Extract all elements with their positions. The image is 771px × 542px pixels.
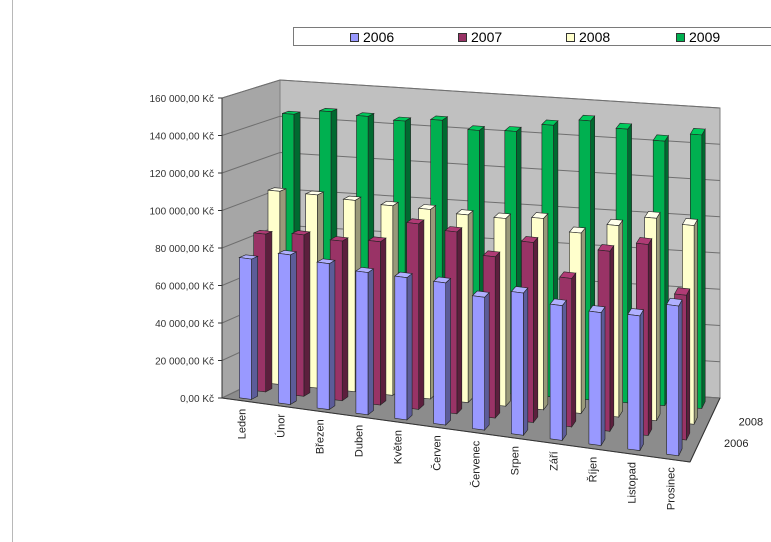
x-category-label: Březen	[315, 419, 327, 454]
x-axis-line	[221, 397, 691, 463]
bar-2006-Říjen	[588, 310, 602, 446]
y-tick-label: 60 000,00 Kč	[155, 282, 214, 293]
bar-2007-Prosinec-side	[686, 288, 691, 441]
x-category-label: Září	[549, 451, 561, 471]
bar-2007-Srpen-side	[533, 236, 539, 424]
bar-2006-Září	[549, 303, 563, 441]
bar-2006-Červenec-side	[484, 291, 490, 431]
x-category-label: Srpen	[510, 446, 522, 475]
depth-axis-line	[689, 397, 721, 463]
depth-label: 2008	[739, 416, 763, 428]
bar-2006-Říjen-side	[600, 305, 606, 447]
bar-2006-Květen	[394, 275, 408, 421]
legend-swatch-2006	[350, 32, 359, 42]
depth-label: 2006	[724, 438, 748, 450]
bar-2006-Duben-side	[367, 268, 374, 416]
legend-label-2009: 2009	[689, 29, 721, 45]
legend: 2006 2007 2008 2009	[293, 27, 771, 46]
bar-2006-Prosinec-side	[678, 299, 683, 456]
legend-item-2009: 2009	[676, 29, 720, 45]
bar-2007-Duben-side	[380, 237, 387, 406]
y-tick-label: 100 000,00 Kč	[150, 207, 215, 218]
bar-2006-Srpen	[510, 291, 524, 436]
bar-2006-Březen-side	[328, 259, 336, 411]
bar-2008-Prosinec-side	[693, 219, 698, 425]
bar-2006-Červen	[433, 280, 447, 426]
legend-swatch-2007	[458, 32, 467, 42]
gridline	[221, 79, 721, 109]
legend-swatch-2008	[566, 32, 575, 42]
bar-2006-Listopad	[627, 314, 641, 451]
bar-2006-Duben	[355, 270, 369, 416]
x-category-label: Květen	[393, 430, 405, 464]
legend-label-2006: 2006	[363, 29, 395, 45]
bar-2007-Červen-side	[456, 227, 463, 415]
bar-2006-Květen-side	[406, 272, 413, 421]
x-category-label: Říjen	[587, 457, 600, 483]
x-category-label: Prosinec	[666, 467, 678, 510]
bar-2008-Srpen-side	[543, 212, 549, 411]
y-tick-label: 20 000,00 Kč	[155, 357, 214, 368]
bar-2008-Říjen-side	[618, 219, 624, 419]
bar-2007-Leden-side	[265, 231, 273, 393]
x-category-label: Duben	[354, 425, 366, 457]
bar-2006-Únor	[277, 252, 291, 405]
bar-2006-Září-side	[561, 299, 567, 442]
bar-2007-Listopad-side	[647, 237, 653, 436]
left-border	[12, 0, 13, 542]
x-category-label: Leden	[237, 409, 249, 440]
gridline	[221, 115, 721, 145]
bar-2007-Květen-side	[418, 219, 425, 411]
bar-2008-Listopad-side	[656, 211, 661, 421]
x-category-label: Červenec	[470, 440, 483, 488]
y-tick-label: 40 000,00 Kč	[155, 319, 214, 330]
x-category-label: Únor	[275, 414, 288, 438]
legend-label-2007: 2007	[471, 29, 503, 45]
bar-2006-Červen-side	[445, 277, 451, 426]
bar-2007-Červenec-side	[494, 251, 501, 419]
bar-2006-Listopad-side	[639, 308, 644, 451]
bar-2006-Únor-side	[290, 251, 297, 406]
y-tick-label: 120 000,00 Kč	[150, 169, 215, 180]
y-tick-label: 140 000,00 Kč	[150, 132, 215, 143]
bar-2006-Leden-side	[251, 255, 259, 400]
bar-2006-Březen	[316, 261, 330, 410]
bar-2008-Září-side	[580, 227, 586, 415]
gridline	[221, 151, 721, 181]
bar-2007-Březen-side	[341, 237, 349, 402]
bar-2007-Září-side	[571, 272, 577, 428]
legend-item-2008: 2008	[566, 29, 610, 45]
y-tick-label: 80 000,00 Kč	[155, 244, 214, 255]
bar-2006-Prosinec	[666, 304, 680, 457]
legend-item-2006: 2006	[350, 29, 394, 45]
bar-2006-Červenec	[472, 295, 485, 431]
bar-2006-Srpen-side	[523, 287, 529, 437]
bar-2007-Únor-side	[303, 231, 311, 397]
y-tick-label: 160 000,00 Kč	[150, 94, 215, 105]
x-category-label: Červen	[431, 435, 444, 470]
x-category-label: Listopad	[627, 462, 639, 504]
bar-2008-Červenec-side	[505, 213, 511, 407]
legend-swatch-2009	[676, 32, 685, 42]
bar-2009-Prosinec-side	[701, 127, 706, 409]
bar-2006-Leden	[239, 257, 252, 400]
y-tick-label: 0,00 Kč	[180, 394, 214, 405]
legend-item-2007: 2007	[458, 29, 502, 45]
bar-2007-Říjen-side	[609, 244, 615, 433]
legend-label-2008: 2008	[579, 29, 611, 45]
